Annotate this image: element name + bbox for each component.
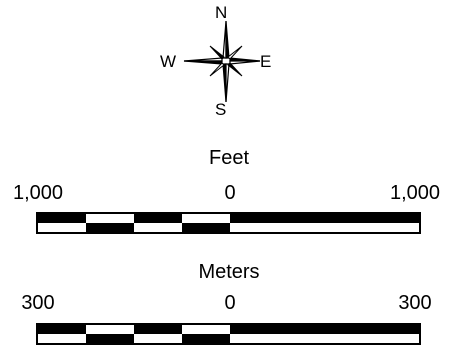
scale-tick-label-right: 1,000	[389, 182, 441, 204]
east-label: E	[260, 52, 272, 71]
scale-tick-label-left: 1,000	[12, 182, 64, 204]
scale-tick-label-right: 300	[398, 292, 432, 314]
scale-tick-label-left: 300	[21, 292, 55, 314]
west-label: W	[160, 52, 177, 71]
north-arrow: N W E S	[0, 0, 475, 135]
scale-unit-label: Feet	[208, 147, 250, 169]
scale-tick-label-center: 0	[224, 292, 236, 314]
north-label: N	[215, 3, 228, 22]
scale-unit-label: Meters	[198, 261, 260, 283]
compass-star-icon	[183, 20, 261, 103]
south-label: S	[215, 100, 227, 119]
scale-tick-label-center: 0	[224, 182, 236, 204]
